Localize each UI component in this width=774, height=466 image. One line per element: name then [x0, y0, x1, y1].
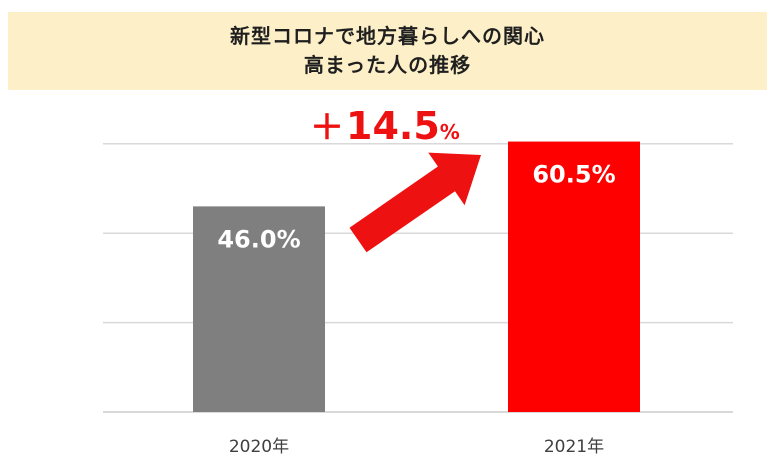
increase-sign: ＋ [310, 108, 344, 148]
x-tick-label: 2021年 [544, 437, 604, 457]
bar [193, 206, 325, 412]
chart-title-line-2: 高まった人の推移 [303, 53, 472, 77]
chart-title-box: 新型コロナで地方暮らしへの関心 高まった人の推移 [8, 12, 767, 90]
data-label: 46.0% [217, 225, 300, 253]
x-tick-label: 2020年 [229, 437, 289, 457]
chart-title-line-1: 新型コロナで地方暮らしへの関心 [230, 24, 545, 48]
increase-value: 14.5 [346, 104, 440, 148]
increase-unit: % [439, 120, 460, 144]
increase-annotation: ＋14.5% [310, 100, 460, 149]
increase-arrow [349, 152, 481, 253]
bar [508, 141, 640, 412]
data-label: 60.5% [532, 161, 615, 189]
